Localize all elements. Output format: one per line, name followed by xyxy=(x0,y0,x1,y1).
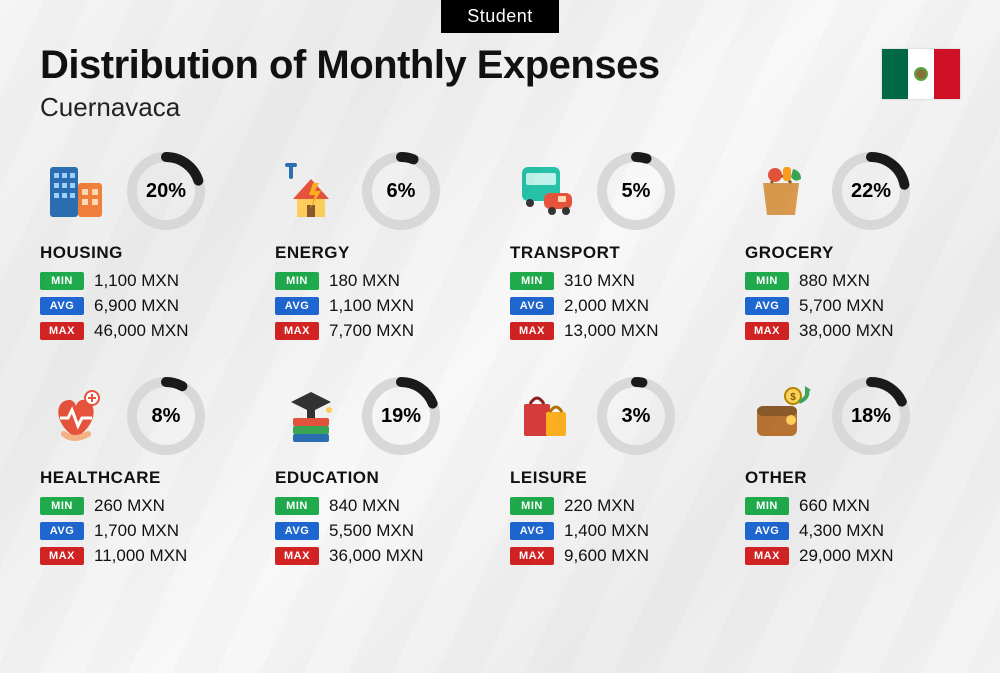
avg-tag: AVG xyxy=(40,522,84,540)
pct-donut: 3% xyxy=(596,376,676,456)
leisure-icon xyxy=(510,380,582,452)
max-tag: MAX xyxy=(510,547,554,565)
other-icon: $ xyxy=(745,380,817,452)
pct-donut: 6% xyxy=(361,151,441,231)
avg-value: 1,400 MXN xyxy=(564,521,649,541)
avg-value: 2,000 MXN xyxy=(564,296,649,316)
max-value: 38,000 MXN xyxy=(799,321,894,341)
avg-value: 5,500 MXN xyxy=(329,521,414,541)
max-tag: MAX xyxy=(745,547,789,565)
city-subtitle: Cuernavaca xyxy=(40,92,960,123)
pct-donut: 18% xyxy=(831,376,911,456)
header: Distribution of Monthly Expenses Cuernav… xyxy=(40,43,960,123)
min-value: 660 MXN xyxy=(799,496,870,516)
avg-value: 6,900 MXN xyxy=(94,296,179,316)
category-name: GROCERY xyxy=(745,243,960,263)
category-name: EDUCATION xyxy=(275,468,490,488)
pct-label: 19% xyxy=(361,376,441,456)
category-name: ENERGY xyxy=(275,243,490,263)
persona-badge: Student xyxy=(441,0,559,33)
max-value: 46,000 MXN xyxy=(94,321,189,341)
max-tag: MAX xyxy=(275,547,319,565)
energy-icon xyxy=(275,155,347,227)
category-card-energy: 6% ENERGY MIN 180 MXN AVG 1,100 MXN MAX 7,700 M… xyxy=(275,151,490,346)
category-card-education: 19% EDUCATION MIN 840 MXN AVG 5,500 MXN MAX 36,… xyxy=(275,376,490,571)
housing-icon xyxy=(40,155,112,227)
avg-tag: AVG xyxy=(275,297,319,315)
category-card-other: $18% OTHER MIN 660 MXN AVG 4,300 MXN MAX 29,000… xyxy=(745,376,960,571)
category-name: OTHER xyxy=(745,468,960,488)
category-name: TRANSPORT xyxy=(510,243,725,263)
min-tag: MIN xyxy=(745,272,789,290)
avg-tag: AVG xyxy=(745,297,789,315)
avg-tag: AVG xyxy=(510,297,554,315)
min-tag: MIN xyxy=(40,272,84,290)
transport-icon xyxy=(510,155,582,227)
min-value: 880 MXN xyxy=(799,271,870,291)
category-name: HEALTHCARE xyxy=(40,468,255,488)
category-card-healthcare: 8% HEALTHCARE MIN 260 MXN AVG 1,700 MXN MAX 11,… xyxy=(40,376,255,571)
min-tag: MIN xyxy=(510,497,554,515)
min-value: 260 MXN xyxy=(94,496,165,516)
min-tag: MIN xyxy=(745,497,789,515)
max-tag: MAX xyxy=(40,322,84,340)
pct-label: 20% xyxy=(126,151,206,231)
pct-donut: 20% xyxy=(126,151,206,231)
avg-tag: AVG xyxy=(275,522,319,540)
max-value: 13,000 MXN xyxy=(564,321,659,341)
max-value: 11,000 MXN xyxy=(94,546,187,566)
avg-tag: AVG xyxy=(745,522,789,540)
pct-donut: 8% xyxy=(126,376,206,456)
max-value: 36,000 MXN xyxy=(329,546,424,566)
max-value: 7,700 MXN xyxy=(329,321,414,341)
avg-value: 1,700 MXN xyxy=(94,521,179,541)
page-title: Distribution of Monthly Expenses xyxy=(40,43,960,88)
avg-tag: AVG xyxy=(510,522,554,540)
max-tag: MAX xyxy=(275,322,319,340)
healthcare-icon xyxy=(40,380,112,452)
pct-donut: 5% xyxy=(596,151,676,231)
category-card-housing: 20% HOUSING MIN 1,100 MXN AVG 6,900 MXN MAX 46,… xyxy=(40,151,255,346)
svg-text:$: $ xyxy=(790,392,796,403)
category-card-leisure: 3% LEISURE MIN 220 MXN AVG 1,400 MXN MAX 9,600 … xyxy=(510,376,725,571)
pct-donut: 22% xyxy=(831,151,911,231)
avg-value: 5,700 MXN xyxy=(799,296,884,316)
max-tag: MAX xyxy=(510,322,554,340)
pct-label: 5% xyxy=(596,151,676,231)
min-tag: MIN xyxy=(275,272,319,290)
max-tag: MAX xyxy=(745,322,789,340)
min-tag: MIN xyxy=(40,497,84,515)
pct-label: 3% xyxy=(596,376,676,456)
avg-value: 4,300 MXN xyxy=(799,521,884,541)
category-grid: 20% HOUSING MIN 1,100 MXN AVG 6,900 MXN MAX 46,… xyxy=(40,151,960,571)
category-card-transport: 5% TRANSPORT MIN 310 MXN AVG 2,000 MXN MAX 13,0… xyxy=(510,151,725,346)
min-value: 310 MXN xyxy=(564,271,635,291)
education-icon xyxy=(275,380,347,452)
avg-tag: AVG xyxy=(40,297,84,315)
min-value: 220 MXN xyxy=(564,496,635,516)
min-tag: MIN xyxy=(275,497,319,515)
pct-label: 22% xyxy=(831,151,911,231)
min-tag: MIN xyxy=(510,272,554,290)
category-name: LEISURE xyxy=(510,468,725,488)
max-value: 29,000 MXN xyxy=(799,546,894,566)
min-value: 180 MXN xyxy=(329,271,400,291)
category-name: HOUSING xyxy=(40,243,255,263)
grocery-icon xyxy=(745,155,817,227)
pct-label: 6% xyxy=(361,151,441,231)
mexico-flag-icon xyxy=(882,49,960,99)
min-value: 840 MXN xyxy=(329,496,400,516)
max-value: 9,600 MXN xyxy=(564,546,649,566)
min-value: 1,100 MXN xyxy=(94,271,179,291)
pct-label: 8% xyxy=(126,376,206,456)
pct-label: 18% xyxy=(831,376,911,456)
avg-value: 1,100 MXN xyxy=(329,296,414,316)
pct-donut: 19% xyxy=(361,376,441,456)
max-tag: MAX xyxy=(40,547,84,565)
category-card-grocery: 22% GROCERY MIN 880 MXN AVG 5,700 MXN MAX 38,00… xyxy=(745,151,960,346)
